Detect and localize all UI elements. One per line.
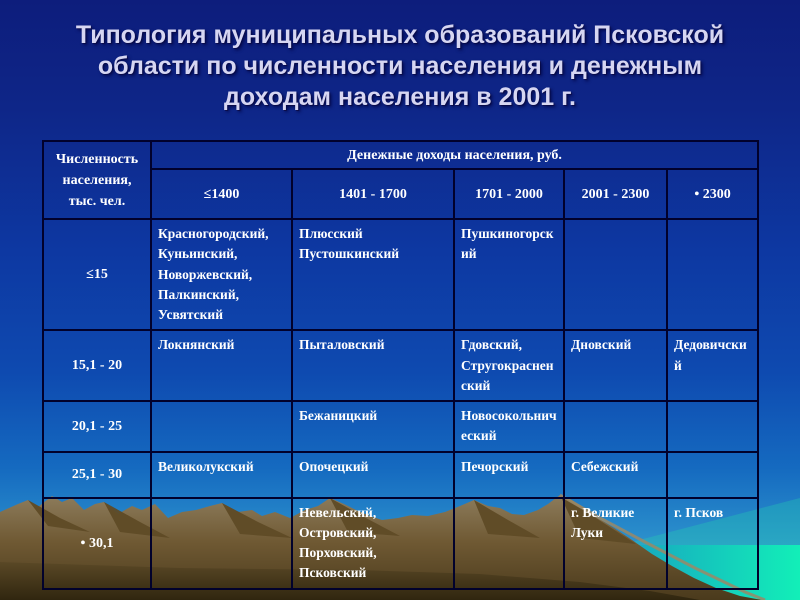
table-row: ≤15 Красногородский, Куньинский, Новорже… — [42, 217, 760, 332]
table-row: • 30,1 Невельский, Островский, Порховски… — [42, 496, 760, 590]
table-row: 20,1 - 25 Бежаницкий Новосокольнический — [42, 400, 760, 453]
income-group-header: Денежные доходы населения, руб. — [149, 140, 760, 170]
population-column-header: Численность населения, тыс. чел. — [42, 140, 152, 220]
district-cell — [665, 217, 760, 332]
typology-table: Численность населения, тыс. чел. Денежны… — [42, 140, 760, 590]
district-cell — [665, 400, 760, 453]
district-cell — [563, 217, 668, 332]
income-col-header-2: 1401 - 1700 — [291, 168, 455, 220]
district-cell — [665, 450, 760, 499]
district-cell: Дедовичский — [665, 329, 760, 402]
district-cell: Дновский — [563, 329, 668, 402]
district-cell: Красногородский, Куньинский, Новоржевски… — [150, 217, 293, 332]
income-col-header-4: 2001 - 2300 — [563, 168, 668, 220]
district-cell: г. Псков — [665, 496, 760, 590]
row-label: 25,1 - 30 — [42, 450, 152, 499]
income-col-header-5: • 2300 — [665, 168, 760, 220]
slide-title-line-3: доходам населения в 2001 г. — [224, 83, 576, 111]
district-cell: Великолукский — [150, 450, 293, 499]
table-row: 15,1 - 20 Локнянский Пыталовский Гдовски… — [42, 329, 760, 402]
district-cell: г. Великие Луки — [563, 496, 668, 590]
table-header-row-columns: ≤1400 1401 - 1700 1701 - 2000 2001 - 230… — [43, 168, 760, 220]
district-cell — [150, 496, 293, 590]
district-cell: Плюсский Пустошкинский — [291, 217, 455, 332]
row-label: ≤15 — [42, 217, 152, 332]
row-label: 20,1 - 25 — [42, 400, 152, 453]
district-cell — [563, 400, 668, 453]
district-cell — [453, 496, 565, 590]
income-col-header-3: 1701 - 2000 — [453, 168, 565, 220]
district-cell: Пыталовский — [291, 329, 455, 402]
slide-title-line-2: области по численности населения и денеж… — [97, 52, 703, 80]
district-cell: Себежский — [563, 450, 668, 499]
district-cell: Новосокольнический — [453, 400, 565, 453]
district-cell: Невельский, Островский, Порховский, Пско… — [291, 496, 455, 590]
table-row: 25,1 - 30 Великолукский Опочецкий Печорс… — [42, 450, 760, 499]
district-cell: Локнянский — [150, 329, 293, 402]
table-header-row-group: Численность населения, тыс. чел. Денежны… — [42, 140, 760, 220]
district-cell: Пушкиногорский — [453, 217, 565, 332]
slide-title-line-1: Типология муниципальных образований Пско… — [75, 21, 725, 49]
slide-title: Типология муниципальных образований Пско… — [40, 20, 760, 113]
row-label: • 30,1 — [42, 496, 152, 590]
district-cell — [150, 400, 293, 453]
row-label: 15,1 - 20 — [42, 329, 152, 402]
district-cell: Опочецкий — [291, 450, 455, 499]
income-col-header-1: ≤1400 — [150, 168, 293, 220]
district-cell: Бежаницкий — [291, 400, 455, 453]
district-cell: Печорский — [453, 450, 565, 499]
district-cell: Гдовский, Стругокрасненский — [453, 329, 565, 402]
